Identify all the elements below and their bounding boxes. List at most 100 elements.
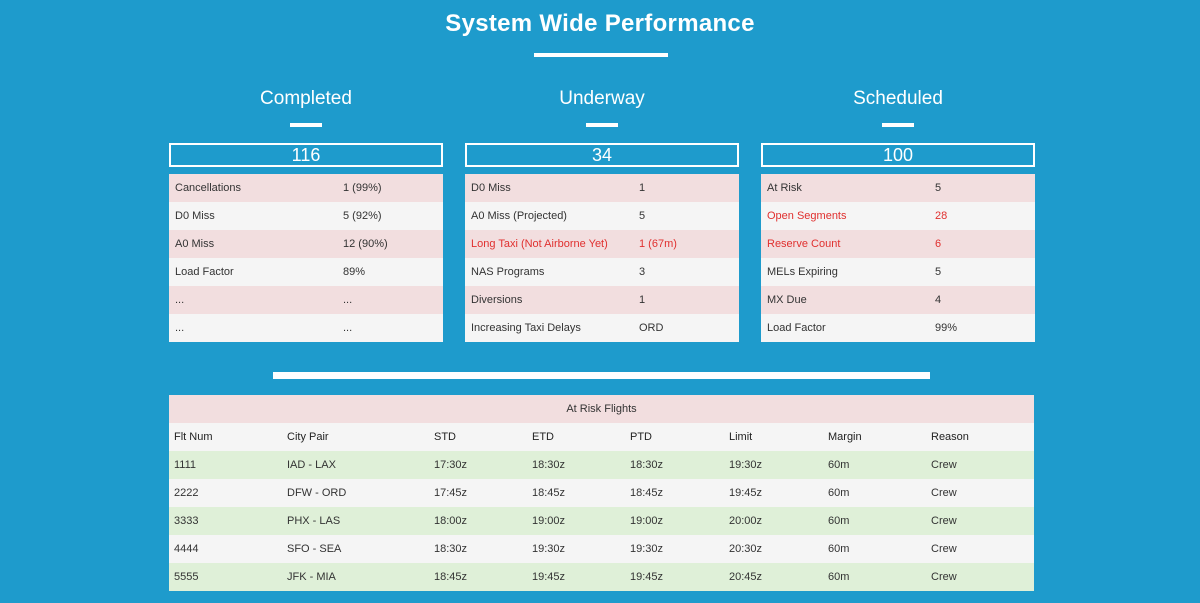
metric-row[interactable]: ......: [169, 286, 443, 314]
panel-heading: Scheduled: [853, 88, 943, 109]
metric-value: 99%: [935, 322, 958, 334]
at-risk-caption: At Risk Flights: [169, 395, 1034, 423]
metric-row[interactable]: NAS Programs 3: [465, 258, 739, 286]
section-divider: [273, 372, 930, 379]
flight-number: 3333: [174, 515, 199, 527]
limit: 19:45z: [729, 487, 763, 499]
metric-value: 3: [639, 266, 646, 278]
metric-row[interactable]: Load Factor 99%: [761, 314, 1035, 342]
flight-number: 5555: [174, 571, 199, 583]
etd: 19:00z: [532, 515, 566, 527]
panel-count: 116: [169, 143, 443, 167]
metric-row[interactable]: MELs Expiring 5: [761, 258, 1035, 286]
metric-value: ORD: [639, 322, 664, 334]
metric-label: Long Taxi (Not Airborne Yet): [471, 238, 608, 250]
column-header[interactable]: Reason: [926, 423, 1034, 451]
limit: 19:30z: [729, 459, 763, 471]
metric-value: 5 (92%): [343, 210, 382, 222]
metric-value: 5: [935, 182, 942, 194]
table-header-row: Flt Num City Pair STD ETD PTD Limit Marg…: [169, 423, 1034, 451]
metric-row[interactable]: Diversions 1: [465, 286, 739, 314]
column-header[interactable]: Flt Num: [169, 423, 282, 451]
panel-underline: [290, 123, 322, 127]
limit: 20:30z: [729, 543, 763, 555]
metric-row[interactable]: D0 Miss 1: [465, 174, 739, 202]
metric-label: D0 Miss: [471, 182, 511, 194]
metric-label: Load Factor: [767, 322, 826, 334]
city-pair: IAD - LAX: [287, 459, 336, 471]
limit: 20:45z: [729, 571, 763, 583]
metric-row[interactable]: ......: [169, 314, 443, 342]
underway-metrics-table: D0 Miss 1 A0 Miss (Projected) 5 Long Taxi …: [465, 174, 739, 342]
reason: Crew: [931, 515, 957, 527]
metric-row-alert[interactable]: Open Segments 28: [761, 202, 1035, 230]
panel-underline: [882, 123, 914, 127]
table-row[interactable]: 3333 PHX - LAS 18:00z 19:00z 19:00z 20:0…: [169, 507, 1034, 535]
metric-label: Reserve Count: [767, 238, 841, 250]
metric-value: ...: [343, 322, 353, 334]
metric-value: 89%: [343, 266, 366, 278]
city-pair: DFW - ORD: [287, 487, 347, 499]
ptd: 18:45z: [630, 487, 664, 499]
std: 18:00z: [434, 515, 468, 527]
metric-row[interactable]: Load Factor 89%: [169, 258, 443, 286]
std: 17:30z: [434, 459, 468, 471]
panel-scheduled: Scheduled 100 At Risk 5 Open Segments 28 R…: [761, 86, 1035, 342]
panel-underline: [586, 123, 618, 127]
column-header[interactable]: PTD: [625, 423, 724, 451]
panel-count: 100: [761, 143, 1035, 167]
metric-row[interactable]: Increasing Taxi Delays ORD: [465, 314, 739, 342]
column-header[interactable]: STD: [429, 423, 527, 451]
city-pair: SFO - SEA: [287, 543, 342, 555]
column-header[interactable]: City Pair: [282, 423, 429, 451]
table-row[interactable]: 2222 DFW - ORD 17:45z 18:45z 18:45z 19:4…: [169, 479, 1034, 507]
table-row[interactable]: 4444 SFO - SEA 18:30z 19:30z 19:30z 20:3…: [169, 535, 1034, 563]
margin: 60m: [828, 515, 850, 527]
metric-row[interactable]: At Risk 5: [761, 174, 1035, 202]
metric-row-alert[interactable]: Reserve Count 6: [761, 230, 1035, 258]
metric-value: 1: [639, 182, 646, 194]
metric-row[interactable]: D0 Miss 5 (92%): [169, 202, 443, 230]
column-header[interactable]: ETD: [527, 423, 625, 451]
column-header[interactable]: Margin: [823, 423, 926, 451]
metric-value: 1 (99%): [343, 182, 382, 194]
reason: Crew: [931, 571, 957, 583]
table-row[interactable]: 5555 JFK - MIA 18:45z 19:45z 19:45z 20:4…: [169, 563, 1034, 591]
panel-heading: Underway: [559, 88, 645, 109]
metric-label: Load Factor: [175, 266, 234, 278]
ptd: 19:00z: [630, 515, 664, 527]
metric-label: At Risk: [767, 182, 802, 194]
column-header[interactable]: Limit: [724, 423, 823, 451]
reason: Crew: [931, 459, 957, 471]
metric-row[interactable]: Cancellations 1 (99%): [169, 174, 443, 202]
metric-value: 6: [935, 238, 942, 250]
flight-number: 4444: [174, 543, 199, 555]
city-pair: PHX - LAS: [287, 515, 341, 527]
city-pair: JFK - MIA: [287, 571, 336, 583]
metric-label: A0 Miss: [175, 238, 215, 250]
metric-row[interactable]: MX Due 4: [761, 286, 1035, 314]
title-underline: [534, 53, 668, 57]
metric-value: 5: [935, 266, 942, 278]
table-row[interactable]: 1111 IAD - LAX 17:30z 18:30z 18:30z 19:3…: [169, 451, 1034, 479]
flight-number: 1111: [174, 459, 197, 471]
metric-value: 12 (90%): [343, 238, 388, 250]
metric-value: 1: [639, 294, 646, 306]
metric-label: Cancellations: [175, 182, 242, 194]
reason: Crew: [931, 543, 957, 555]
scheduled-metrics-table: At Risk 5 Open Segments 28 Reserve Count 6 …: [761, 174, 1035, 342]
metric-label: Diversions: [471, 294, 523, 306]
completed-metrics-table: Cancellations 1 (99%) D0 Miss 5 (92%) A0 M…: [169, 174, 443, 342]
panel-completed: Completed 116 Cancellations 1 (99%) D0 Mi…: [169, 86, 443, 342]
metric-row[interactable]: A0 Miss (Projected) 5: [465, 202, 739, 230]
etd: 19:45z: [532, 571, 566, 583]
metric-label: MX Due: [767, 294, 807, 306]
reason: Crew: [931, 487, 957, 499]
metric-row[interactable]: A0 Miss 12 (90%): [169, 230, 443, 258]
metric-value: ...: [343, 294, 353, 306]
metric-label: Open Segments: [767, 210, 847, 222]
std: 18:30z: [434, 543, 468, 555]
ptd: 19:30z: [630, 543, 664, 555]
panel-underway: Underway 34 D0 Miss 1 A0 Miss (Projected)…: [465, 86, 739, 342]
metric-row-alert[interactable]: Long Taxi (Not Airborne Yet) 1 (67m): [465, 230, 739, 258]
